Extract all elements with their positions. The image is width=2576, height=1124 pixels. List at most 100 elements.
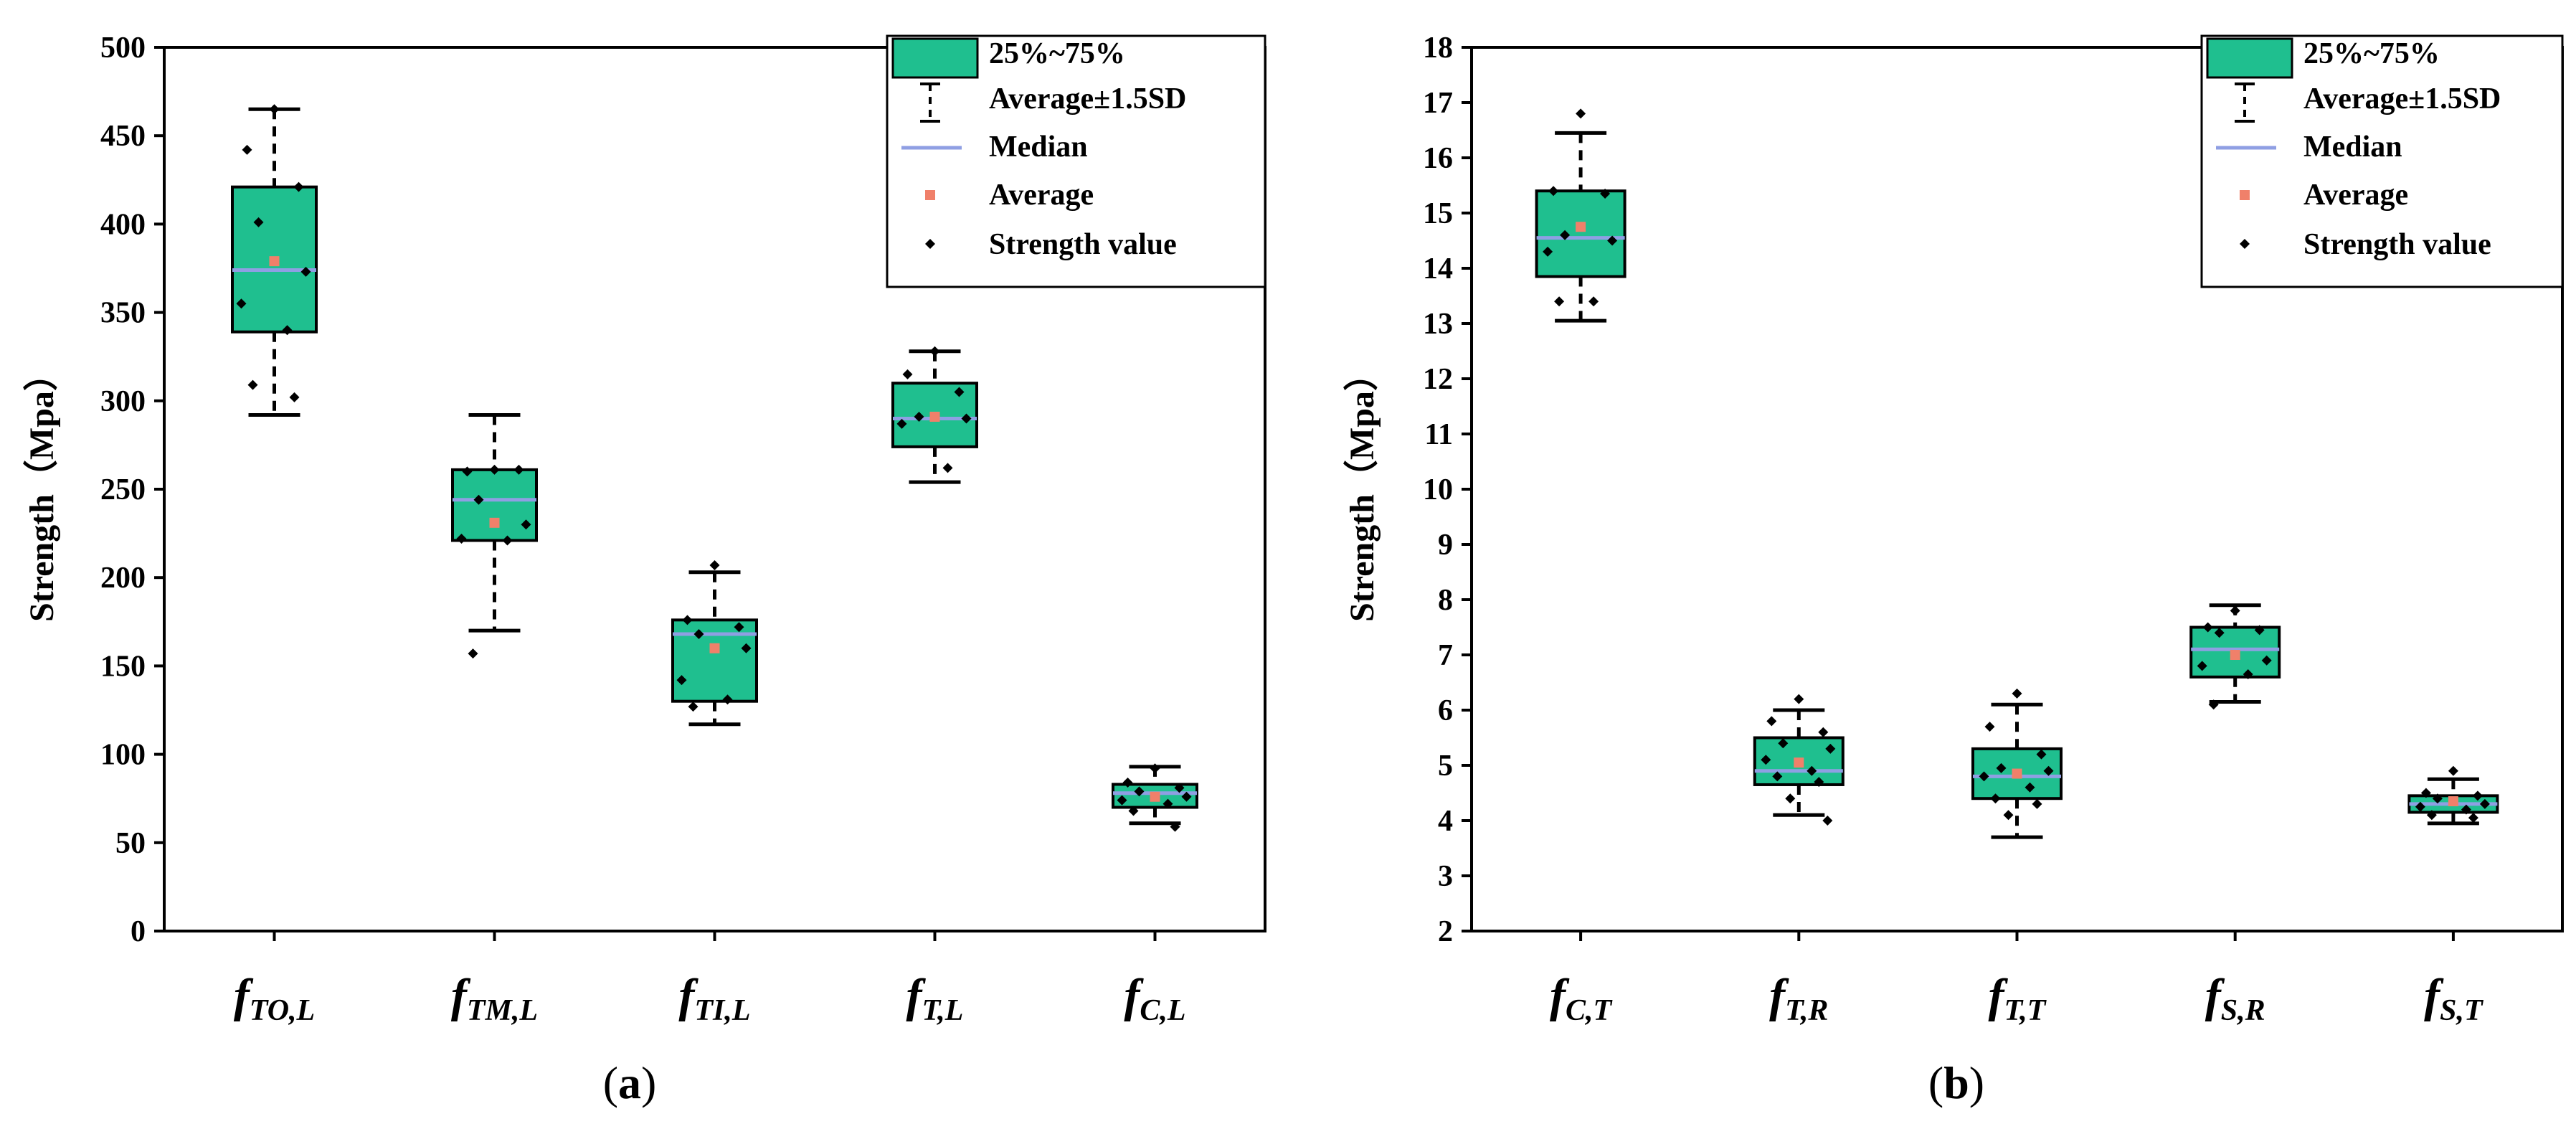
a-box — [451, 468, 538, 542]
a-strength-point — [676, 675, 687, 686]
b-x-category-label: fT,T — [1989, 970, 2047, 1027]
b-legend-label: 25%~75% — [2303, 37, 2440, 70]
a-strength-point — [247, 379, 258, 390]
b-strength-point — [1984, 722, 1995, 732]
category-subscript: C,T — [1566, 994, 1614, 1027]
a-strength-point — [1117, 795, 1127, 806]
b-strength-point — [2448, 765, 2458, 776]
b-average-marker — [1794, 757, 1804, 768]
a-strength-point — [896, 418, 907, 429]
a-strength-point — [462, 466, 473, 477]
b-strength-point — [1806, 765, 1817, 776]
b-strength-point — [2432, 793, 2443, 804]
a-box — [671, 618, 758, 703]
category-subscript: T,T — [2004, 994, 2047, 1027]
panel-a-y-axis-label: Strength（Mpa） — [23, 356, 61, 622]
panel-b-y-axis-label: Strength（Mpa） — [1343, 356, 1381, 622]
b-strength-point — [1772, 771, 1783, 782]
b-y-tick-label: 9 — [1438, 529, 1453, 562]
panel-a-legend: 25%~75% Average±1.5SD Median Average Strengt… — [886, 34, 1266, 288]
b-y-tick-label: 16 — [1423, 142, 1453, 175]
b-strength-point — [1576, 108, 1586, 119]
b-strength-point — [1822, 816, 1833, 826]
a-y-tick-label: 300 — [100, 385, 146, 418]
b-legend-average-marker — [2240, 190, 2250, 200]
a-strength-point — [722, 694, 733, 705]
b-strength-point — [2461, 804, 2471, 815]
a-strength-point — [1174, 783, 1185, 793]
b-strength-point — [2043, 765, 2054, 776]
a-legend-box-swatch — [891, 37, 979, 79]
a-average-marker — [489, 517, 500, 528]
a-y-tick-label: 350 — [100, 297, 146, 330]
a-legend-label: Average — [989, 179, 1094, 212]
a-strength-point — [521, 519, 531, 530]
a-strength-point — [300, 266, 311, 277]
b-strength-point — [2254, 625, 2265, 636]
b-average-marker — [2230, 650, 2240, 660]
a-y-tick-label: 200 — [100, 562, 146, 595]
b-legend-label: Strength value — [2303, 228, 2491, 261]
b-legend-box-swatch — [2206, 37, 2293, 79]
b-strength-point — [1600, 189, 1611, 199]
b-strength-point — [2197, 661, 2207, 671]
b-y-tick-label: 6 — [1438, 694, 1453, 727]
b-y-tick-label: 17 — [1423, 87, 1453, 120]
b-x-category-label: fT,R — [1769, 970, 1828, 1027]
a-legend-label: Strength value — [989, 228, 1177, 261]
panel-a-caption: (a) — [603, 1057, 657, 1108]
a-strength-point — [1150, 763, 1160, 774]
panel-b-caption-letter: b — [1943, 1057, 1969, 1108]
b-x-category-label: fS,R — [2205, 970, 2265, 1027]
b-strength-point — [2214, 628, 2225, 638]
a-strength-point — [253, 217, 264, 227]
b-y-tick-label: 14 — [1423, 252, 1453, 285]
b-y-tick-label: 8 — [1438, 584, 1453, 617]
a-average-marker — [709, 643, 720, 653]
a-strength-point — [682, 615, 693, 625]
b-strength-point — [1588, 296, 1599, 307]
b-y-tick-label: 3 — [1438, 860, 1453, 893]
a-strength-point — [929, 346, 940, 356]
b-legend-label: Median — [2303, 131, 2402, 164]
b-strength-point — [2420, 788, 2431, 798]
b-x-category-label: fC,T — [1550, 970, 1613, 1027]
a-strength-point — [236, 298, 247, 309]
category-subscript: S,T — [2440, 994, 2484, 1027]
b-y-tick-label: 13 — [1423, 308, 1453, 341]
b-strength-point — [2479, 798, 2490, 809]
a-average-marker — [929, 411, 940, 422]
a-strength-point — [693, 629, 704, 640]
a-strength-point — [502, 535, 513, 546]
a-strength-point — [709, 559, 720, 570]
b-strength-point — [1818, 727, 1829, 737]
a-strength-point — [954, 387, 965, 397]
b-strength-point — [2261, 655, 2272, 666]
a-strength-point — [688, 702, 699, 712]
b-box — [1535, 189, 1626, 278]
b-y-tick-label: 2 — [1438, 915, 1453, 948]
b-strength-point — [1996, 762, 2007, 773]
b-y-tick-label: 18 — [1423, 32, 1453, 65]
b-strength-point — [1761, 755, 1771, 765]
panel-b-legend: 25%~75% Average±1.5SD Median Average Strengt… — [2200, 34, 2564, 288]
b-legend-label: Average±1.5SD — [2303, 82, 2501, 115]
a-strength-point — [473, 494, 484, 505]
a-strength-point — [1122, 778, 1133, 788]
b-strength-point — [1543, 246, 1553, 257]
a-y-tick-label: 400 — [100, 208, 146, 241]
a-strength-point — [914, 411, 924, 422]
category-subscript: TI,L — [694, 994, 750, 1027]
b-strength-point — [2230, 605, 2240, 616]
a-strength-point — [741, 643, 752, 653]
a-x-category-label: fTI,L — [678, 970, 750, 1027]
a-strength-point — [1134, 786, 1145, 797]
b-strength-point — [1979, 771, 1989, 782]
a-strength-point — [269, 104, 280, 115]
category-subscript: TM,L — [467, 994, 538, 1027]
a-legend-strength-point — [925, 239, 935, 249]
a-strength-point — [1128, 806, 1139, 816]
b-strength-point — [2472, 790, 2483, 801]
b-average-marker — [1576, 222, 1586, 232]
b-strength-point — [1794, 694, 1804, 704]
